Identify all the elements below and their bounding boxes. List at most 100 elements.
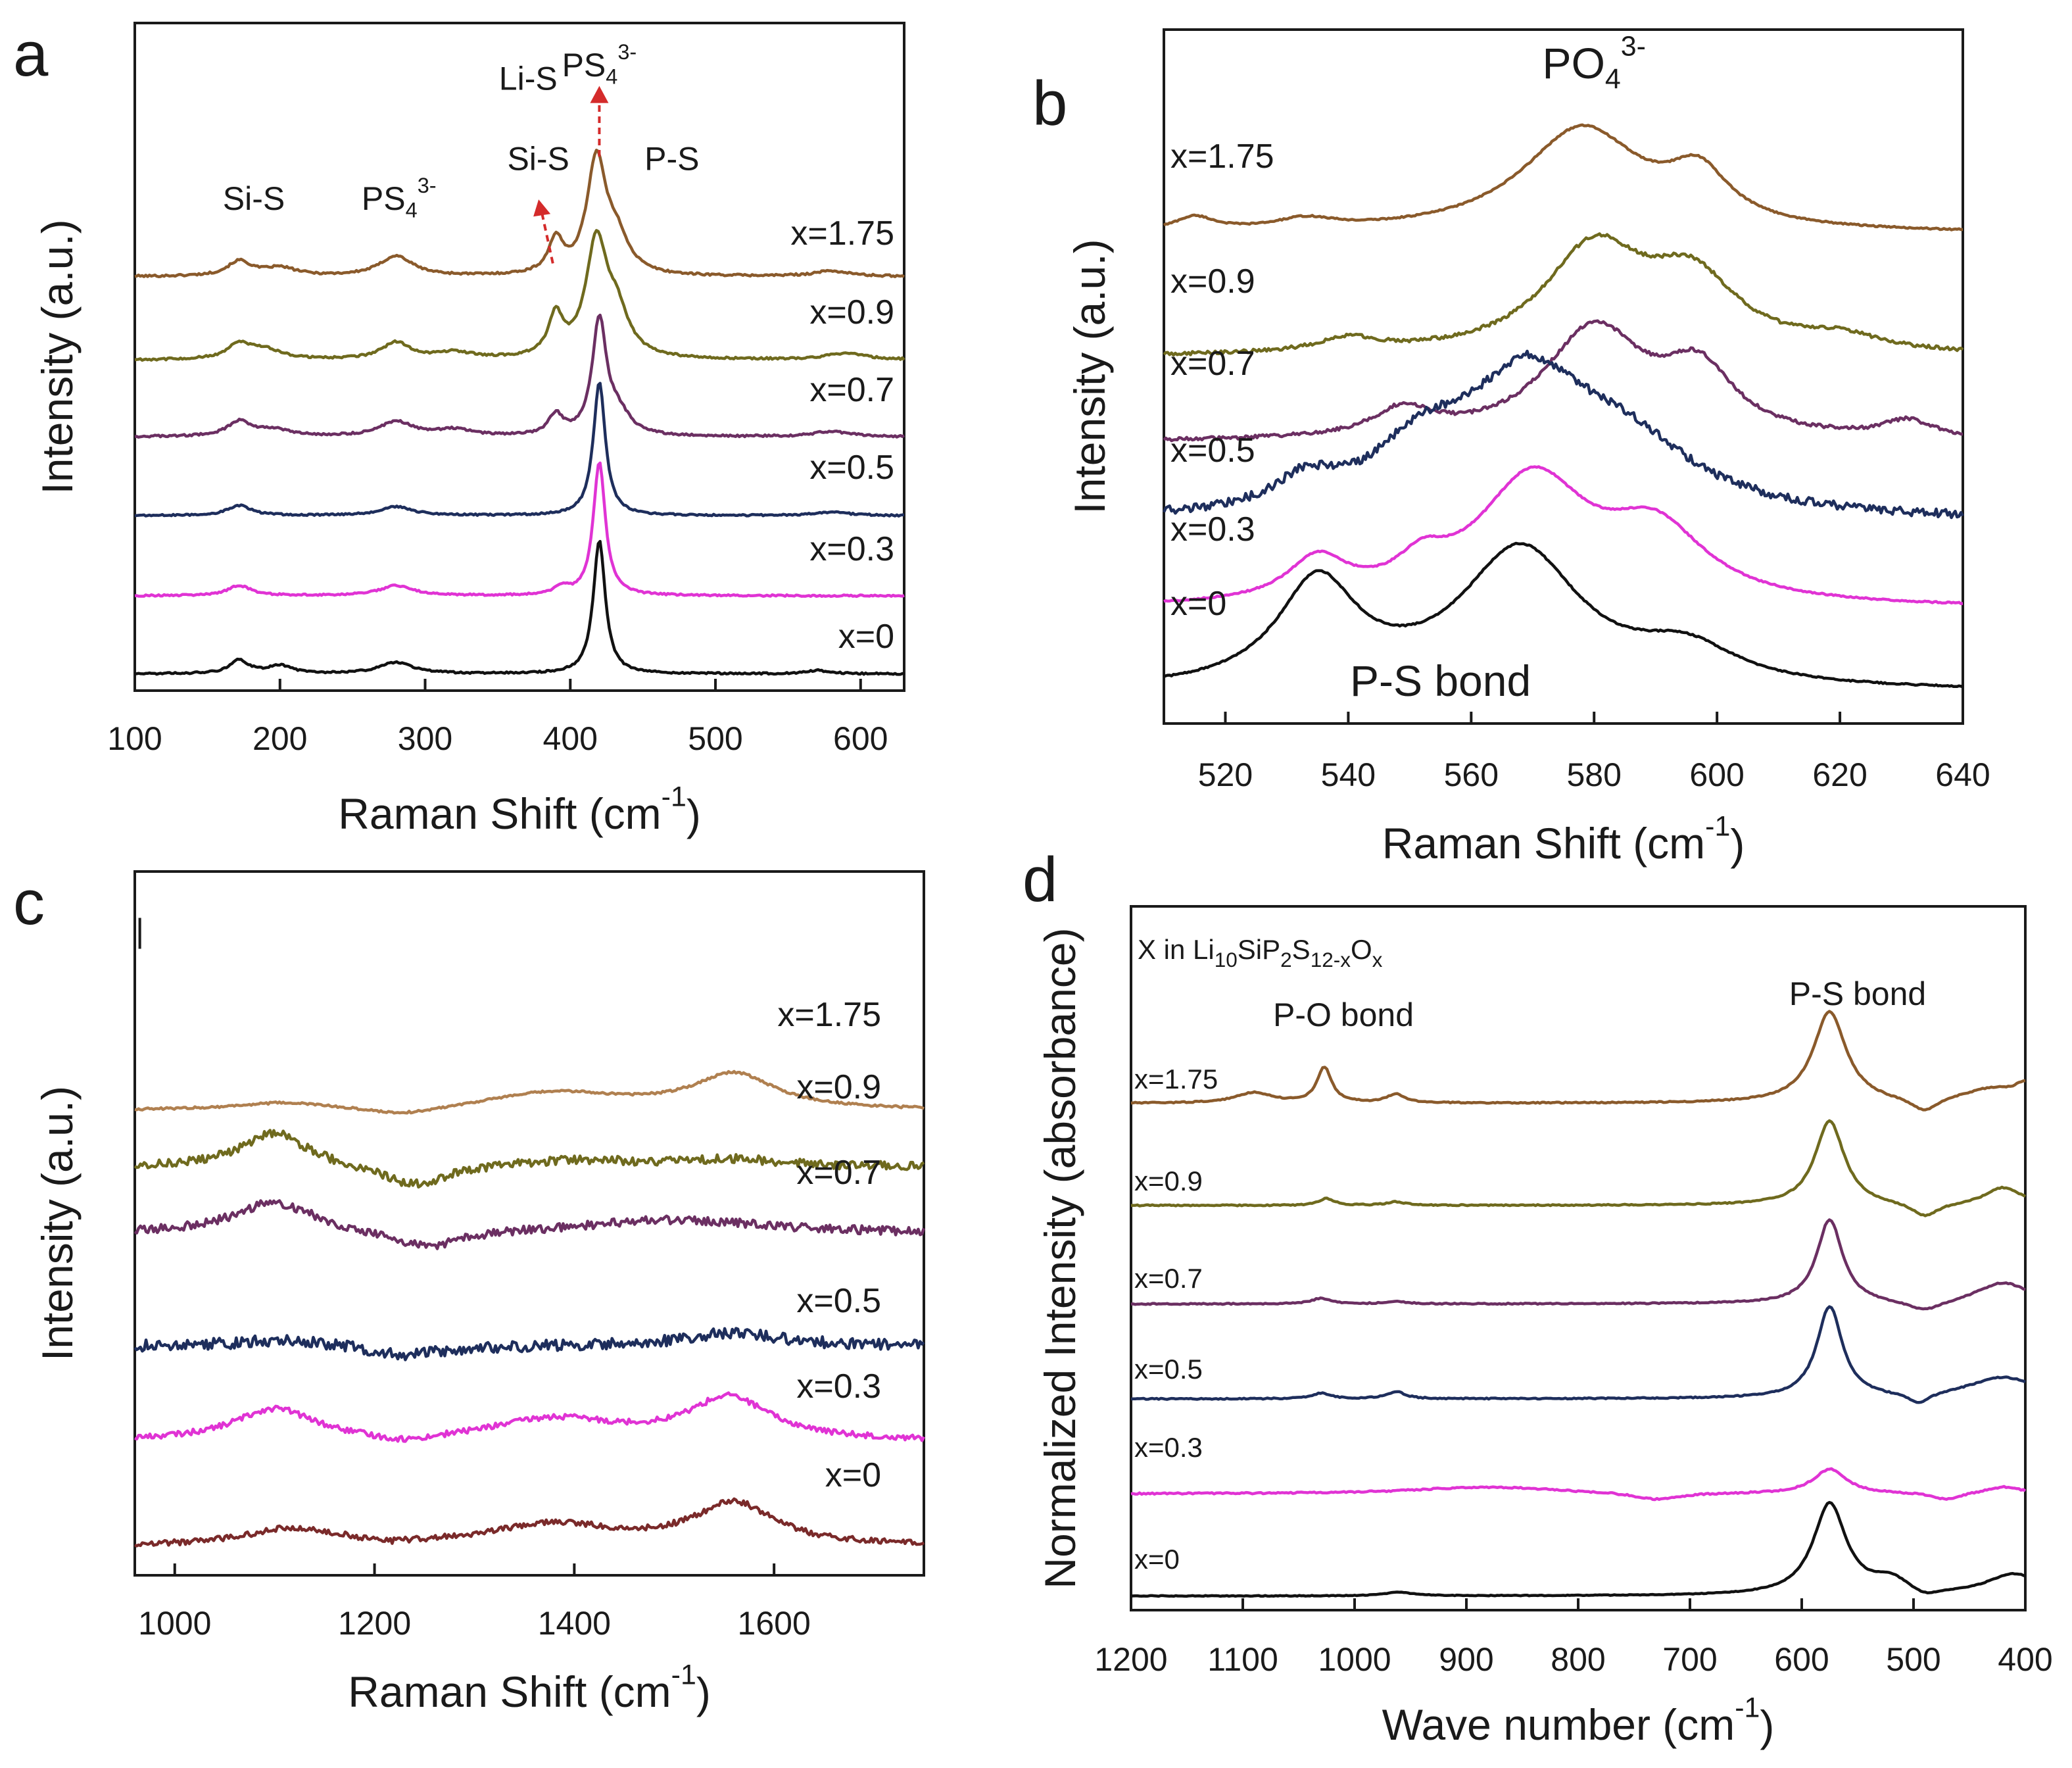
- panel-label-d: d: [1023, 845, 1057, 915]
- x-tick-label: 300: [398, 720, 452, 757]
- series-label-c: x=0.5: [796, 1282, 881, 1320]
- series-line-a: [134, 381, 905, 518]
- x-tick-label: 600: [1774, 1641, 1829, 1678]
- series-line-b: [1163, 319, 1964, 443]
- x-tick-label: 400: [543, 720, 598, 757]
- series-label-b: x=0.9: [1170, 262, 1255, 301]
- x-tick-label: 1200: [338, 1605, 411, 1642]
- x-tick-label: 1000: [138, 1605, 211, 1642]
- annotation-a: Si-S: [507, 140, 569, 177]
- x-tick-label: 1400: [538, 1605, 611, 1642]
- series-label-a: x=0.3: [809, 530, 894, 568]
- series-line-d: [1130, 1500, 2026, 1598]
- x-tick-label: 1200: [1094, 1641, 1167, 1678]
- x-tick-label: 520: [1198, 756, 1253, 793]
- series-label-c: x=0: [825, 1456, 881, 1494]
- annotation-d: P-S bond: [1789, 975, 1926, 1012]
- series-line-b: [1163, 541, 1964, 689]
- series-line-b: [1163, 465, 1964, 605]
- series-line-c: [134, 1069, 925, 1115]
- annotation-d: P-O bond: [1273, 996, 1414, 1033]
- x-tick-label: 700: [1662, 1641, 1717, 1678]
- annotation-a: Li-S: [499, 61, 558, 97]
- y-axis-label-c: Intensity (a.u.): [33, 1086, 82, 1361]
- x-tick-label: 600: [1689, 756, 1744, 793]
- series-label-d: x=1.75: [1134, 1064, 1218, 1094]
- panel-label-b: b: [1032, 68, 1067, 139]
- series-label-a: x=0.7: [809, 371, 894, 409]
- y-axis-label-a: Intensity (a.u.): [33, 219, 82, 494]
- x-tick-label: 500: [1886, 1641, 1940, 1678]
- annotation-a: PS43-: [362, 174, 437, 222]
- plot-frame-b: [1163, 28, 1964, 725]
- series-label-a: x=0: [838, 618, 894, 656]
- x-tick-label: 560: [1444, 756, 1499, 793]
- x-axis-label-a: Raman Shift (cm-1): [338, 781, 701, 839]
- series-line-b: [1163, 232, 1964, 357]
- x-tick-label: 200: [253, 720, 307, 757]
- series-line-c: [133, 1327, 925, 1362]
- annotation-a: Si-S: [223, 180, 285, 217]
- series-label-c: x=0.3: [796, 1367, 881, 1406]
- annotation-a: PS43-: [562, 40, 637, 88]
- arrow-si-s: [540, 209, 554, 264]
- series-line-d: [1130, 1467, 2027, 1502]
- x-tick-label: 900: [1439, 1641, 1493, 1678]
- panel-label-a: a: [13, 19, 49, 89]
- series-label-c: x=1.75: [777, 996, 881, 1034]
- series-line-b: [1162, 349, 1964, 520]
- plot-frame-a: [133, 22, 905, 692]
- series-line-b: [1163, 123, 1964, 232]
- x-tick-label: 640: [1935, 756, 1990, 793]
- series-line-a: [134, 461, 905, 599]
- series-label-d: x=0: [1134, 1544, 1180, 1575]
- arrow-head-si-s: [533, 199, 551, 217]
- x-tick-label: 600: [833, 720, 888, 757]
- panel-label-c: c: [13, 868, 45, 938]
- x-tick-label: 800: [1551, 1641, 1605, 1678]
- series-label-d: x=0.5: [1134, 1354, 1203, 1385]
- x-tick-label: 1000: [1318, 1641, 1391, 1678]
- series-label-a: x=0.9: [809, 293, 894, 332]
- series-line-a: [134, 229, 905, 362]
- series-label-b: x=0.3: [1170, 510, 1255, 549]
- series-label-b: x=1.75: [1170, 137, 1274, 176]
- chart-title-d: X in Li10SiP2S12-xOx: [1138, 934, 1383, 971]
- series-line-c: [133, 1497, 925, 1548]
- series-label-c: x=0.9: [796, 1068, 881, 1106]
- panel-a: a 100 200 300 400 500 600 Raman Shift (cm-1) Int…: [13, 19, 905, 839]
- series-label-a: x=0.5: [809, 449, 894, 487]
- x-tick-label: 620: [1812, 756, 1867, 793]
- series-label-b: x=0: [1170, 585, 1226, 623]
- arrow-head-li-s: [590, 86, 609, 103]
- panel-d: d 1200 1100 1000 900 800 700 600 500 400 Wave numb…: [1023, 845, 2053, 1750]
- series-label-b: x=0.7: [1170, 345, 1255, 383]
- series-line-c: [133, 1129, 925, 1189]
- x-tick-label: 100: [107, 720, 162, 757]
- x-tick-label: 540: [1321, 756, 1376, 793]
- annotation-c: |: [135, 912, 144, 949]
- x-tick-label: 580: [1567, 756, 1622, 793]
- x-axis-label-c: Raman Shift (cm-1): [348, 1659, 711, 1717]
- annotation-a: P-S: [644, 140, 699, 177]
- x-axis-label-d: Wave number (cm-1): [1382, 1692, 1775, 1750]
- series-label-d: x=0.3: [1134, 1432, 1203, 1463]
- x-tick-label: 500: [688, 720, 742, 757]
- series-line-c: [133, 1199, 926, 1250]
- series-line-d: [1130, 1218, 2026, 1311]
- series-line-c: [134, 1391, 926, 1443]
- series-line-d: [1130, 1010, 2026, 1112]
- y-axis-label-d: Normalized Intensity (absorbance): [1036, 927, 1084, 1588]
- x-axis-label-b: Raman Shift (cm-1): [1382, 811, 1745, 869]
- series-label-d: x=0.7: [1134, 1263, 1203, 1294]
- annotation-b: PO43-: [1543, 31, 1646, 95]
- series-label-b: x=0.5: [1170, 431, 1255, 470]
- x-tick-label: 400: [1998, 1641, 2052, 1678]
- series-label-a: x=1.75: [790, 214, 894, 253]
- series-label-c: x=0.7: [796, 1154, 881, 1192]
- series-label-d: x=0.9: [1134, 1166, 1203, 1196]
- series-line-a: [134, 149, 905, 278]
- series-line-d: [1130, 1119, 2027, 1217]
- series-line-a: [134, 313, 905, 439]
